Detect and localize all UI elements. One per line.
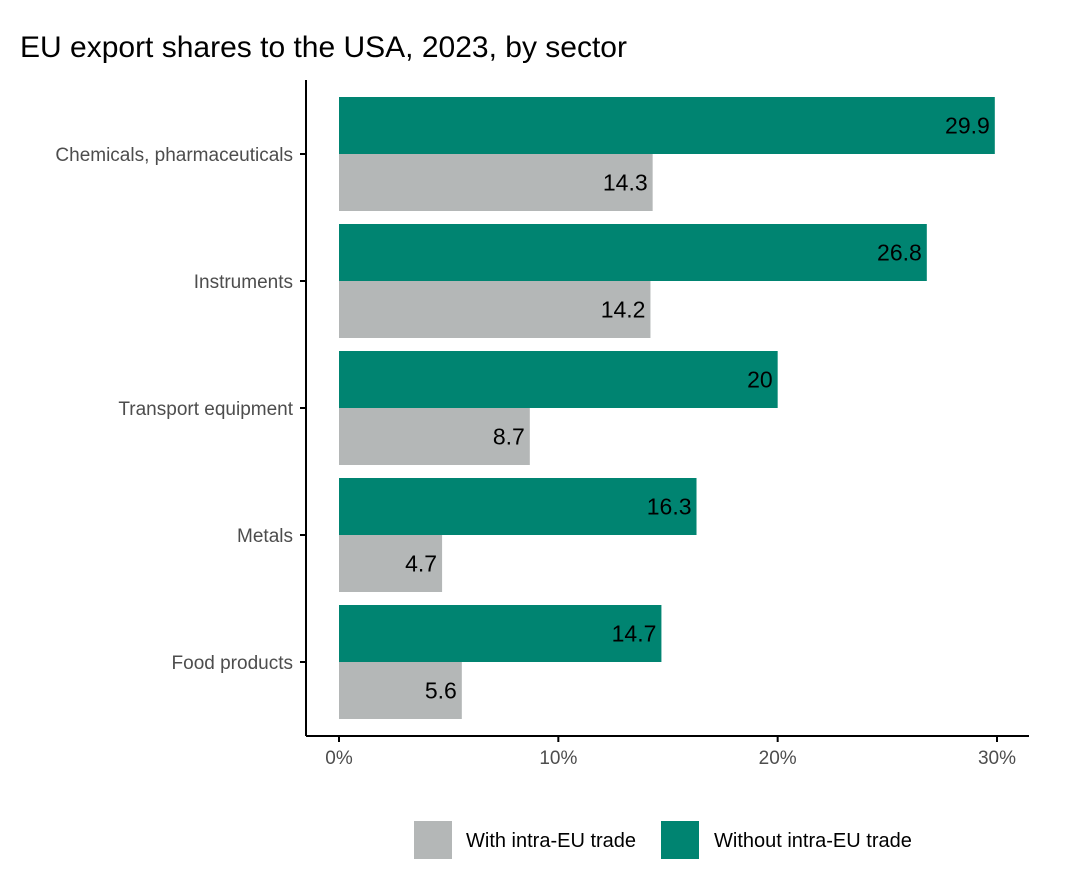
category-label-food-products: Food products: [172, 653, 293, 674]
category-label-transport-equipment: Transport equipment: [118, 399, 293, 420]
legend-label-with-intra-eu: With intra-EU trade: [466, 830, 636, 852]
value-label-instruments-without-intra-eu-trade: 26.8: [877, 240, 922, 266]
category-label-chemicals-pharmaceuticals: Chemicals, pharmaceuticals: [55, 145, 293, 166]
value-label-metals-with-intra-eu-trade: 4.7: [405, 551, 437, 577]
y-ticks-layer: Chemicals, pharmaceuticals Instruments Tra…: [55, 145, 306, 674]
value-label-food-products-with-intra-eu-trade: 5.6: [425, 678, 457, 704]
legend-swatch-with-intra-eu: [414, 821, 452, 859]
value-label-food-products-without-intra-eu-trade: 14.7: [612, 621, 657, 647]
legend-label-without-intra-eu: Without intra-EU trade: [714, 830, 912, 852]
bar-chemicals-pharmaceuticals-with-intra-eu-trade: [339, 154, 653, 211]
bar-food-products-without-intra-eu-trade: [339, 605, 662, 662]
x-tick-label: 0%: [325, 748, 353, 769]
chart-title: EU export shares to the USA, 2023, by se…: [20, 31, 627, 64]
bar-transport-equipment-with-intra-eu-trade: [339, 408, 530, 465]
value-label-chemicals-pharmaceuticals-without-intra-eu-trade: 29.9: [945, 113, 990, 139]
value-label-instruments-with-intra-eu-trade: 14.2: [601, 297, 646, 323]
category-label-instruments: Instruments: [194, 272, 293, 293]
bar-metals-without-intra-eu-trade: [339, 478, 697, 535]
x-tick-label: 10%: [539, 748, 577, 769]
bar-instruments-without-intra-eu-trade: [339, 224, 927, 281]
bars-layer: [339, 97, 995, 719]
x-tick-label: 20%: [759, 748, 797, 769]
value-label-transport-equipment-without-intra-eu-trade: 20: [747, 367, 773, 393]
x-tick-label: 30%: [978, 748, 1016, 769]
bar-metals-with-intra-eu-trade: [339, 535, 443, 592]
bar-transport-equipment-without-intra-eu-trade: [339, 351, 778, 408]
legend: With intra-EU trade Without intra-EU tra…: [414, 821, 912, 859]
legend-swatch-without-intra-eu: [661, 821, 699, 859]
bar-chemicals-pharmaceuticals-without-intra-eu-trade: [339, 97, 995, 154]
bar-instruments-with-intra-eu-trade: [339, 281, 651, 338]
value-label-transport-equipment-with-intra-eu-trade: 8.7: [493, 424, 525, 450]
bar-food-products-with-intra-eu-trade: [339, 662, 462, 719]
x-ticks-layer: 0% 10% 20% 30%: [325, 736, 1016, 769]
value-label-metals-without-intra-eu-trade: 16.3: [647, 494, 692, 520]
category-label-metals: Metals: [237, 526, 293, 547]
value-labels-layer: 29.9 14.3 26.8 14.2 20 8.7 16.3 4.7 14.7 5.6: [405, 113, 990, 704]
value-label-chemicals-pharmaceuticals-with-intra-eu-trade: 14.3: [603, 170, 648, 196]
